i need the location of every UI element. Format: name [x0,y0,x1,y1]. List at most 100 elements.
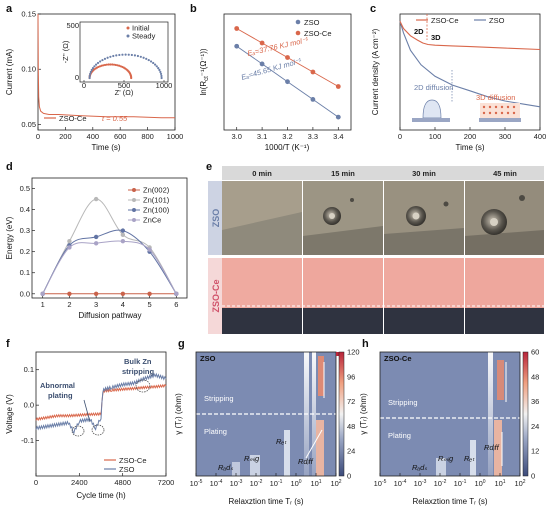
inset-point-steady [109,55,112,58]
inset-point-steady [112,54,115,58]
inset-point-steady [159,72,163,76]
inset-x-tick-label: 1000 [156,81,173,90]
inset-legend-marker-initial [126,26,130,30]
region-stripping: Stripping [388,398,418,407]
series-line-zn101 [42,198,177,295]
x-tick-label: 6 [174,300,178,309]
x-tick-label: 1 [41,300,45,309]
inset-y-label: -Z'' (Ω) [61,40,70,63]
micrograph-zso-ce-0min [222,258,302,334]
data-point-zso [335,114,341,120]
region-stripping: Stripping [204,394,234,403]
data-point-zso-ce [259,40,265,46]
x-tick-label: 102 [514,479,525,488]
inset-point-steady [88,74,91,78]
colorbar-tick-label: 48 [347,422,355,431]
panel-label-e: e [206,161,212,173]
inset-y-tick-label: 0 [75,73,79,82]
micrograph-zso-ce-45min [465,258,544,334]
inset-point-steady [152,61,155,65]
heatmap-title: ZSO-Ce [384,354,412,363]
highlight-abnormal-1 [71,425,85,437]
data-point-zso-ce [310,69,316,75]
data-point-zn002 [120,291,126,296]
micrograph-zso-45min [465,181,544,255]
data-point-zso [285,79,290,85]
inset-point-steady [118,53,121,57]
inset-point-steady [127,53,130,56]
label-r-diff: Rdᵢff [298,457,314,466]
inset-point-steady [95,63,98,66]
annotation-bulk-line1: Bulk Zn [124,357,152,366]
inset-point-steady [160,74,163,78]
inset-point-initial [107,63,110,66]
data-point-zso-ce [335,84,341,89]
time-label-45: 45 min [493,169,517,178]
inset-point-initial [103,63,107,67]
y-axis-label: γ (Tᵣ) (ohm) [174,393,183,435]
x-tick-label: 0 [34,478,38,487]
row-label-zso: ZSO [211,209,221,228]
panel-e-micrographs: 0 min 15 min 30 min 45 min ZSO ZSO-Ce [208,166,544,334]
inset-point-initial [114,63,117,67]
label-r-ads: Rₐdₛ [412,463,427,472]
data-point-zso [259,61,265,67]
inset-y-tick-label: 500 [66,21,79,30]
colorbar-tick-label: 24 [347,447,355,456]
inset-point-steady [155,65,158,68]
colorbar-tick-label: 0 [531,472,535,481]
inset-point-steady [88,76,91,80]
data-point-zso-ce [285,55,290,60]
inset-point-steady [159,70,162,74]
data-point-zn002 [67,291,72,296]
highlight-bulk-zn [135,379,151,393]
annotation-abnormal-line1: Abnormal [40,381,75,390]
y-axis-label: γ (Tᵣ) (ohm) [359,393,368,435]
data-point-znce [174,291,179,296]
x-tick-label: 10-1 [454,479,467,488]
inset-point-steady [136,54,140,58]
y-axis-label: Current density (A cm⁻²) [371,28,380,115]
panel-label-a: a [6,3,13,15]
legend-marker-zso [295,19,301,25]
series-line-zso-ce [399,21,541,51]
colorbar-tick-label: 72 [347,397,355,406]
x-tick-label: 4800 [114,478,131,487]
x-axis-label: Diffusion pathway [79,311,142,320]
x-axis-label: Time (s) [91,143,120,152]
data-point-znce [67,245,72,250]
x-tick-label: 3 [94,300,98,309]
panel-label-b: b [190,3,197,15]
x-tick-label: 2 [67,300,71,309]
x-tick-label: 102 [330,479,341,488]
y-tick-label: 0.4 [20,205,30,214]
x-tick-label: 10-5 [190,479,203,488]
inset-point-steady [96,61,100,65]
x-axis-label: 1000/T (K⁻¹) [265,143,310,152]
ea-annotation-zso-ce: Eₐ=37.76 KJ mol⁻¹ [246,35,309,58]
label-r-ct: Rₑₜ [464,454,475,463]
highlight-abnormal-2 [91,424,105,436]
y-tick-label: 0.05 [21,120,36,129]
inset-point-steady [147,58,150,62]
inset-point-steady [153,63,157,66]
panel-b-chart: 3.0 3.1 3.2 3.3 3.4 1000/T (K⁻¹) ln(Rct⁻¹(Ω⁻… [199,13,352,152]
legend-marker-zn100 [132,208,136,212]
inset-x-tick-label: 0 [82,81,86,90]
y-axis-label: Energy (eV) [5,216,14,259]
x-tick-label: 100 [429,132,442,141]
y-tick-label: 0.1 [24,365,34,374]
panel-label-h: h [362,338,369,350]
data-point-zso [234,43,240,49]
x-tick-label: 3.3 [308,132,318,141]
label-3d-diffusion: 3D diffusion [476,93,515,102]
illustration-3d-diffusion: 3D diffusion [476,93,521,122]
x-tick-label: 200 [59,132,72,141]
inset-point-steady [115,54,118,57]
data-point-zn002 [147,291,152,296]
x-tick-label: 10-3 [414,479,427,488]
x-tick-label: 400 [87,132,100,141]
legend-marker-zn101 [132,198,136,202]
inset-point-steady [89,70,92,74]
